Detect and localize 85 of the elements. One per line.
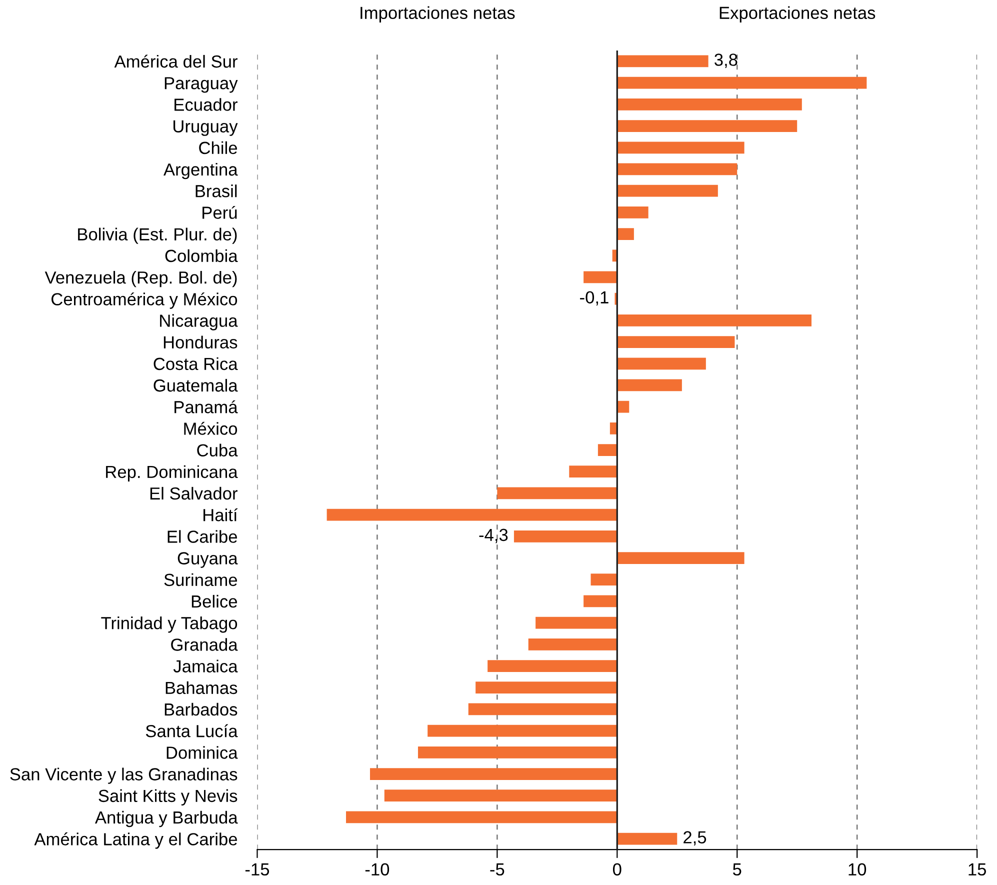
bar xyxy=(617,55,708,68)
y-tick-label: México xyxy=(184,422,238,435)
bar xyxy=(384,790,618,802)
bar xyxy=(617,379,682,392)
bar xyxy=(617,832,678,845)
y-tick-label: Guatemala xyxy=(154,378,238,392)
data-label: -0,1 xyxy=(580,291,608,306)
y-tick-label: Granada xyxy=(171,638,238,651)
bar xyxy=(617,120,798,132)
bar xyxy=(590,574,618,586)
y-tick-label: Guyana xyxy=(178,552,238,568)
y-tick-label: Panamá xyxy=(174,400,238,414)
y-tick-label: Venezuela (Rep. Bol. de) xyxy=(44,270,237,288)
bar xyxy=(610,422,618,434)
bar xyxy=(617,314,812,326)
bar xyxy=(617,336,735,348)
y-tick-label: Chile xyxy=(199,141,238,154)
y-tick-label: El Caribe xyxy=(168,530,238,543)
y-tick-label: Nicaragua xyxy=(160,314,238,330)
bar xyxy=(488,660,618,672)
bar xyxy=(617,358,706,370)
y-tick-label: Dominica xyxy=(166,746,238,759)
data-label: 3,8 xyxy=(714,54,738,68)
y-tick-label: Rep. Dominicana xyxy=(106,465,238,482)
bar xyxy=(617,142,744,154)
bar xyxy=(497,487,618,500)
data-label: -4,3 xyxy=(479,528,508,544)
bar xyxy=(584,595,618,608)
bar xyxy=(346,811,618,824)
bar xyxy=(617,552,744,564)
text: Importaciones netas xyxy=(360,6,515,22)
bar xyxy=(617,163,738,176)
y-tick-label: Antigua y Barbuda xyxy=(94,810,238,828)
text: Exportaciones netas xyxy=(720,6,876,22)
bar xyxy=(617,206,648,218)
bar xyxy=(514,530,618,542)
x-tick-label: 5 xyxy=(732,863,742,876)
y-tick-label: Perú xyxy=(202,206,237,219)
x-tick-label: 10 xyxy=(848,863,866,876)
x-tick-label: -10 xyxy=(365,863,390,876)
bar xyxy=(428,724,618,737)
y-tick-label: Barbados xyxy=(164,702,238,716)
y-tick-label: Bolivia (Est. Plur. de) xyxy=(78,228,237,244)
bar xyxy=(536,616,618,629)
bar xyxy=(617,184,718,197)
x-tick-label: -15 xyxy=(245,863,270,876)
y-tick-label: Centroamérica y México xyxy=(52,292,238,309)
bar xyxy=(468,703,618,716)
y-tick-label: Belice xyxy=(192,594,238,608)
y-tick-label: Trinidad y Tabago xyxy=(101,616,238,633)
bar xyxy=(370,768,618,780)
y-tick-label: Saint Kitts y Nevis xyxy=(98,789,238,806)
y-tick-label: Costa Rica xyxy=(154,357,238,370)
bar xyxy=(476,682,618,694)
bar xyxy=(528,638,618,650)
y-tick-label: Paraguay xyxy=(164,77,238,93)
data-label: 2,5 xyxy=(684,831,706,846)
y-tick-label: América del Sur xyxy=(114,54,238,68)
bar xyxy=(617,76,867,89)
y-tick-label: San Vicente y las Granadinas xyxy=(10,768,238,784)
x-tick-label: 15 xyxy=(968,863,986,876)
x-tick-label: 0 xyxy=(612,863,622,876)
bar xyxy=(617,228,634,240)
y-tick-label: América Latina y el Caribe xyxy=(34,832,238,849)
y-tick-label: Brasil xyxy=(196,184,237,198)
y-tick-label: Bahamas xyxy=(166,681,238,694)
bar xyxy=(598,444,618,456)
bar xyxy=(617,400,630,413)
bar xyxy=(326,508,618,521)
y-tick-label: Colombia xyxy=(165,249,238,262)
y-tick-label: Cuba xyxy=(197,444,238,456)
y-tick-label: Santa Lucía xyxy=(146,724,238,738)
bar xyxy=(418,746,618,758)
y-tick-label: Haití xyxy=(204,508,238,522)
bar xyxy=(584,271,618,284)
y-tick-label: Ecuador xyxy=(174,98,238,111)
y-tick-label: Argentina xyxy=(164,162,238,180)
x-tick-label: -5 xyxy=(490,863,504,876)
y-tick-label: El Salvador xyxy=(150,486,238,500)
bar xyxy=(569,466,618,478)
y-tick-label: Honduras xyxy=(164,336,238,348)
bar xyxy=(617,98,802,110)
y-tick-label: Suriname xyxy=(164,573,238,586)
y-tick-label: Jamaica xyxy=(173,660,238,672)
y-tick-label: Uruguay xyxy=(174,120,238,136)
